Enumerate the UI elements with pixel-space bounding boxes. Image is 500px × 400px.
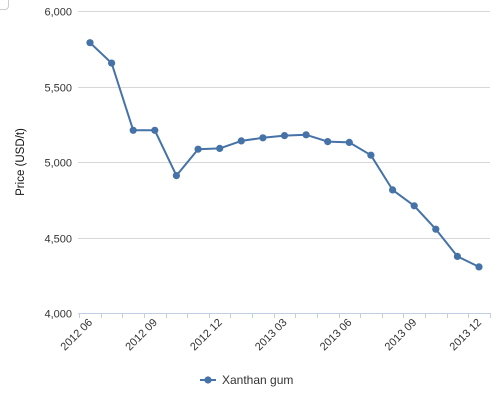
- gridlines: [78, 11, 490, 314]
- x-tick-label: 2012 06: [59, 317, 96, 354]
- series-line: [89, 41, 480, 268]
- x-axis-ticks: [79, 313, 491, 318]
- data-point[interactable]: [345, 138, 353, 146]
- data-point[interactable]: [237, 137, 245, 145]
- y-tick-label: 5,000: [44, 158, 72, 170]
- x-tick-label: 2013 03: [253, 317, 290, 354]
- data-point[interactable]: [432, 225, 440, 233]
- y-axis-tick-labels: 4,000 4,500 5,000 5,500 6,000: [44, 7, 72, 321]
- data-point[interactable]: [108, 59, 116, 67]
- y-tick-label: 4,000: [44, 309, 72, 321]
- data-point[interactable]: [280, 132, 289, 140]
- data-point[interactable]: [259, 134, 267, 142]
- y-tick-label: 6,000: [44, 7, 72, 19]
- data-point[interactable]: [172, 172, 180, 180]
- corner-mark: [0, 0, 9, 10]
- x-axis-tick-labels: 2012 06 2012 09 2012 12 2013 03 2013 06 2013 …: [59, 317, 485, 354]
- legend-marker-icon: [204, 376, 212, 384]
- x-tick-label: 2013 12: [448, 317, 485, 354]
- y-tick-label: 5,500: [44, 83, 72, 95]
- data-point[interactable]: [475, 263, 483, 271]
- data-point[interactable]: [194, 145, 202, 153]
- y-axis-title: Price (USD/t): [15, 128, 27, 196]
- legend[interactable]: Xanthan gum: [200, 373, 293, 387]
- x-tick-label: 2013 09: [383, 317, 420, 354]
- x-tick-label: 2012 12: [188, 317, 225, 354]
- data-point[interactable]: [302, 131, 310, 139]
- data-point[interactable]: [324, 138, 332, 146]
- data-point[interactable]: [453, 252, 461, 260]
- y-tick-label: 4,500: [44, 234, 72, 246]
- data-point[interactable]: [216, 144, 224, 152]
- series-layer: [86, 39, 483, 271]
- data-point[interactable]: [151, 126, 159, 134]
- data-point[interactable]: [86, 39, 94, 47]
- x-tick-label: 2013 06: [318, 317, 355, 354]
- data-point[interactable]: [129, 126, 137, 134]
- data-point[interactable]: [389, 186, 397, 194]
- x-tick-label: 2012 09: [123, 317, 160, 354]
- legend-label: Xanthan gum: [222, 373, 293, 387]
- data-point[interactable]: [367, 151, 375, 159]
- data-point[interactable]: [410, 202, 418, 210]
